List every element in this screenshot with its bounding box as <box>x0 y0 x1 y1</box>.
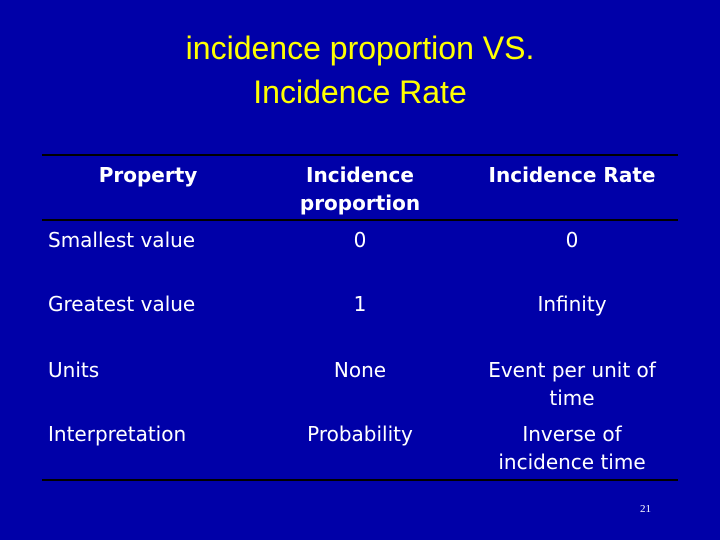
header-cell: Incidence Rate <box>488 163 656 187</box>
table-cell: Interpretation <box>48 422 187 446</box>
rule <box>42 479 678 481</box>
table-cell: Smallest value <box>48 228 196 252</box>
table-cell: Units <box>48 358 100 382</box>
title: Incidence Rate <box>253 74 467 110</box>
table-cell: 0 <box>565 228 579 252</box>
table-cell: Probability <box>307 422 413 446</box>
page-number: 21 <box>640 503 651 515</box>
table-cell: 0 <box>353 228 367 252</box>
table-cell: 1 <box>353 292 367 316</box>
header-cell: Incidence proportion <box>299 163 421 215</box>
table-cell: Infinity <box>537 292 607 316</box>
table-cell: Event per unit of time <box>488 358 656 410</box>
table-cell: Greatest value <box>48 292 196 316</box>
rule <box>42 219 678 221</box>
title: incidence proportion VS. <box>185 30 535 66</box>
table-cell: Inverse of incidence time <box>498 422 646 474</box>
rule <box>42 154 678 156</box>
header-cell: Property <box>98 163 198 187</box>
table-cell: None <box>333 358 387 382</box>
